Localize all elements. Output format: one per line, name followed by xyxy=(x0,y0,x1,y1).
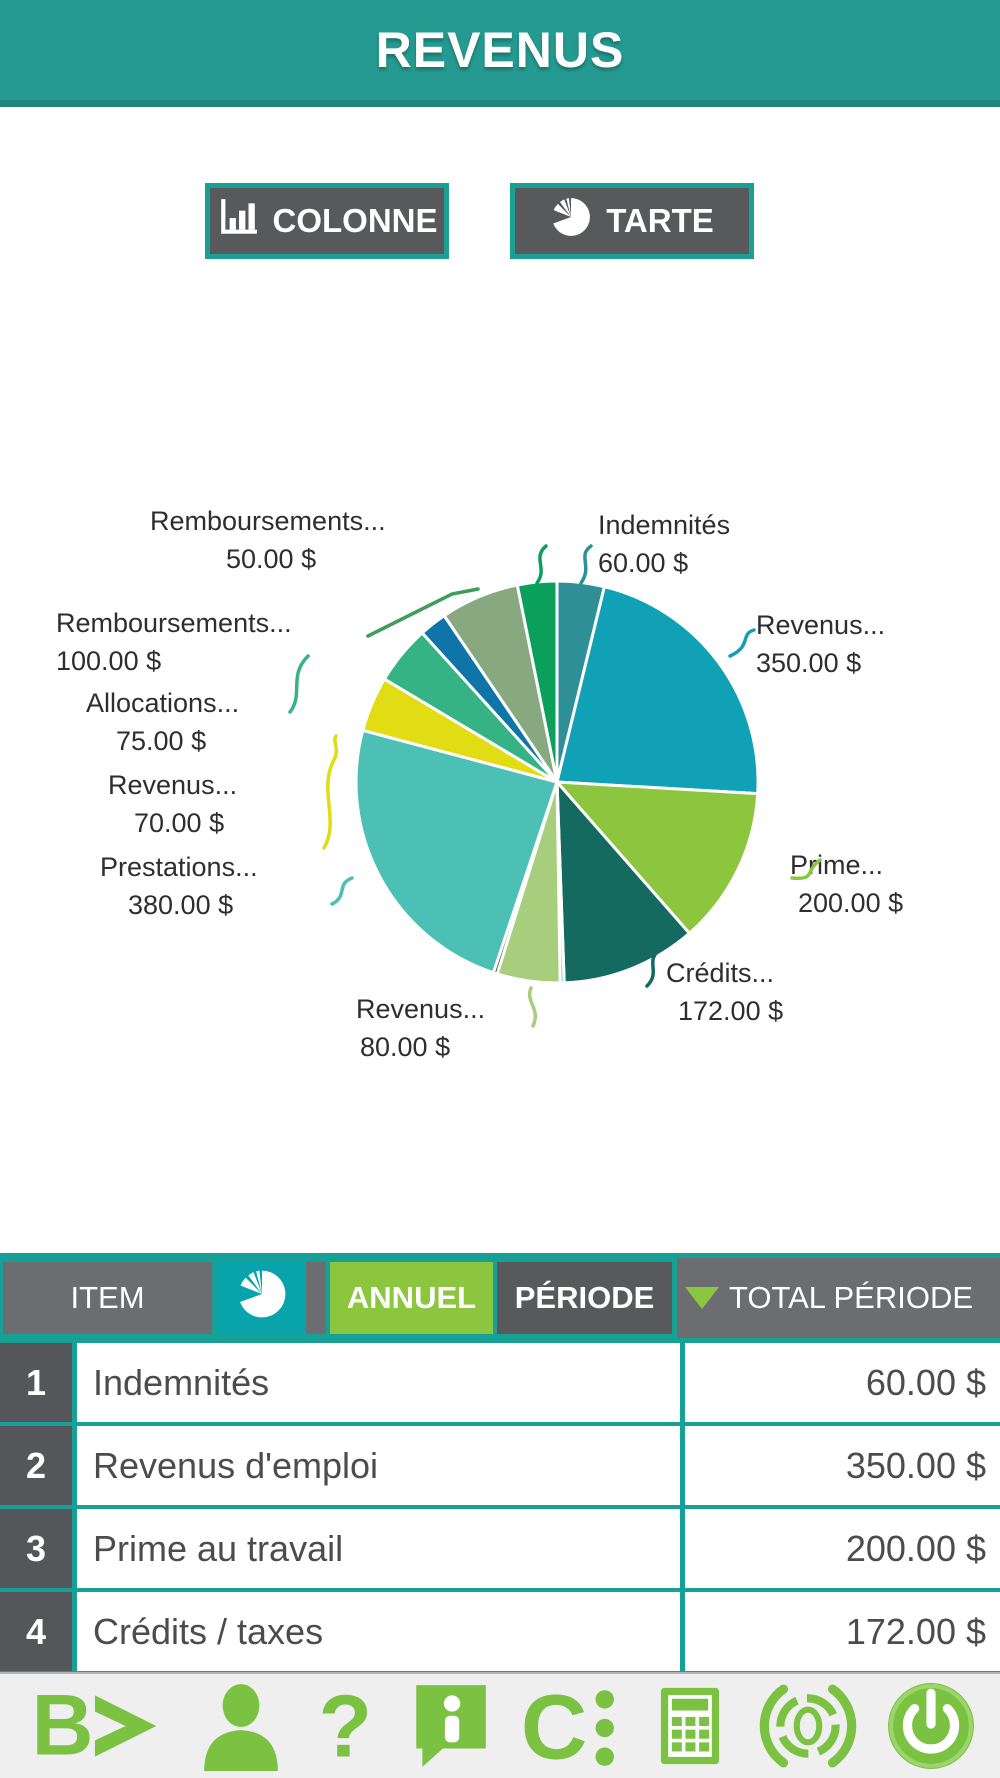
row-item-name: Prime au travail xyxy=(77,1509,685,1588)
pie-callout-line-8 xyxy=(322,734,339,850)
svg-text:B: B xyxy=(31,1681,93,1771)
row-number: 1 xyxy=(0,1343,77,1422)
table-row[interactable]: 3 Prime au travail 200.00 $ xyxy=(0,1509,1000,1592)
row-number: 4 xyxy=(0,1592,77,1671)
pie-slice-3[interactable] xyxy=(555,777,692,985)
pie-view-button[interactable]: TARTE xyxy=(510,183,754,259)
column-header-total-periode[interactable]: TOTAL PÉRIODE xyxy=(677,1258,1000,1338)
pie-slice-7[interactable] xyxy=(354,728,559,975)
column-view-label: COLONNE xyxy=(272,202,438,239)
pie-label-prime: Prime... 200.00 $ xyxy=(790,850,904,918)
pie-slice-2[interactable] xyxy=(553,780,760,936)
pie-label-indemnites: Indemnités 60.00 $ xyxy=(598,510,731,578)
row-number: 3 xyxy=(0,1509,77,1588)
pie-chart-icon xyxy=(550,196,592,246)
header-spacer xyxy=(306,1262,326,1334)
table-pie-toggle-button[interactable] xyxy=(218,1262,306,1334)
page-title: REVENUS xyxy=(375,22,625,78)
pie-callout-line-12 xyxy=(535,544,548,585)
pie-callout-line-1 xyxy=(728,628,756,658)
sort-down-icon xyxy=(685,1287,719,1309)
pie-label-revenus-80: Revenus... 80.00 $ xyxy=(356,994,486,1062)
annuel-toggle-button[interactable]: ANNUEL xyxy=(330,1262,493,1334)
table-row[interactable]: 4 Crédits / taxes 172.00 $ xyxy=(0,1592,1000,1675)
pie-label-remboursements-50: Remboursements... 50.00 $ xyxy=(150,506,386,574)
pie-slice-1[interactable] xyxy=(555,584,760,796)
column-view-button[interactable]: COLONNE xyxy=(205,183,449,259)
row-amount: 200.00 $ xyxy=(845,1527,986,1569)
bottom-toolbar: B ? C xyxy=(0,1672,1000,1778)
row-item-name: Revenus d'emploi xyxy=(77,1426,685,1505)
pie-label-prestations: Prestations... 380.00 $ xyxy=(100,852,258,920)
pie-label-credits: Crédits... 172.00 $ xyxy=(666,958,784,1026)
app-header: REVENUS xyxy=(0,0,1000,107)
pie-label-revenus-70: Revenus... 70.00 $ xyxy=(108,770,238,838)
calculator-icon[interactable] xyxy=(650,1681,730,1771)
row-number: 2 xyxy=(0,1426,77,1505)
pie-label-allocations: Allocations... 75.00 $ xyxy=(86,688,240,756)
items-table: 1 Indemnités 60.00 $ 2 Revenus d'emploi … xyxy=(0,1343,1000,1675)
logo-b-icon[interactable]: B xyxy=(23,1681,173,1771)
row-amount: 60.00 $ xyxy=(865,1361,986,1403)
row-amount: 172.00 $ xyxy=(845,1610,986,1652)
pie-label-remboursements-100: Remboursements... 100.00 $ xyxy=(56,608,292,676)
pie-label-revenus-emploi: Revenus... 350.00 $ xyxy=(756,610,886,678)
pie-callout-line-9 xyxy=(288,654,310,714)
svg-text:C: C xyxy=(521,1681,587,1771)
table-row[interactable]: 2 Revenus d'emploi 350.00 $ xyxy=(0,1426,1000,1509)
table-header: ITEM ANNUEL PÉRIODE TOTAL PÉRIODE xyxy=(0,1253,1000,1343)
periode-toggle-button[interactable]: PÉRIODE xyxy=(497,1262,672,1334)
row-amount: 350.00 $ xyxy=(845,1444,986,1486)
dial-icon[interactable] xyxy=(753,1681,863,1771)
pie-callout-line-5 xyxy=(527,986,537,1028)
power-icon[interactable] xyxy=(885,1681,977,1771)
column-header-item: ITEM xyxy=(3,1262,212,1334)
pie-chart-icon xyxy=(236,1268,288,1328)
info-icon[interactable] xyxy=(403,1681,495,1771)
user-icon[interactable] xyxy=(195,1681,287,1771)
column-chart-icon xyxy=(217,196,259,246)
table-row[interactable]: 1 Indemnités 60.00 $ xyxy=(0,1343,1000,1426)
row-item-name: Crédits / taxes xyxy=(77,1592,685,1671)
svg-text:?: ? xyxy=(318,1681,372,1771)
row-item-name: Indemnités xyxy=(77,1343,685,1422)
pie-callout-line-7 xyxy=(330,876,354,906)
c-colon-icon[interactable]: C xyxy=(517,1681,627,1771)
help-icon[interactable]: ? xyxy=(310,1681,380,1771)
pie-view-label: TARTE xyxy=(606,202,714,239)
pie-callout-line-0 xyxy=(579,544,593,585)
